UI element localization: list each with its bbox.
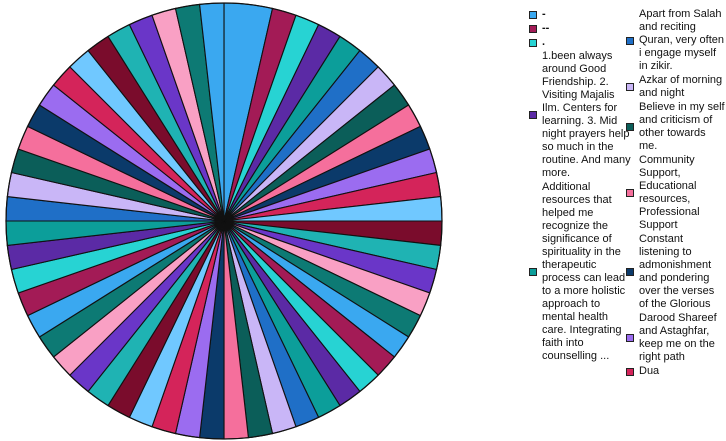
legend-item: Community Support, Educational resources… — [626, 154, 726, 232]
pie-chart — [5, 2, 443, 440]
legend-label: . — [542, 36, 546, 48]
legend-item: Additional resources that helped me reco… — [529, 181, 631, 363]
legend-label: 1.been always around Good Friendship. 2.… — [542, 50, 631, 179]
legend-swatch — [626, 37, 634, 45]
legend-swatch — [529, 268, 537, 276]
legend-item: - — [529, 8, 631, 21]
legend-swatch — [626, 83, 634, 91]
legend-label: Azkar of morning and night — [639, 74, 723, 99]
legend-label: Community Support, Educational resources… — [639, 154, 700, 231]
legend-swatch — [529, 11, 537, 19]
legend-item: Apart from Salah and reciting Quran, ver… — [626, 8, 726, 73]
legend-swatch — [626, 368, 634, 376]
legend-swatch — [626, 268, 634, 276]
legend-label: Constant listening to admonishment and p… — [639, 233, 715, 310]
legend-item: Constant listening to admonishment and p… — [626, 233, 726, 311]
legend-item: -- — [529, 22, 631, 35]
legend-label: Dua — [639, 365, 660, 377]
legend-swatch — [626, 189, 634, 197]
legend-column-2: Apart from Salah and reciting Quran, ver… — [626, 8, 726, 379]
legend-swatch — [626, 334, 634, 342]
legend-swatch — [529, 25, 537, 33]
legend-swatch — [626, 123, 634, 131]
legend-swatch — [529, 111, 537, 119]
legend-column-1: - --. 1.been always around Good Friendship… — [529, 8, 631, 364]
legend-label: Darood Shareef and Astaghfar, keep me on… — [639, 312, 717, 363]
legend-item: Dua — [626, 365, 726, 378]
legend-label: Apart from Salah and reciting Quran, ver… — [639, 8, 724, 72]
legend-item: 1.been always around Good Friendship. 2.… — [529, 50, 631, 180]
legend-label: Believe in my self and criticism of othe… — [639, 101, 725, 152]
legend-label: - — [542, 8, 546, 20]
legend-item: Azkar of morning and night — [626, 74, 726, 100]
legend-item: Darood Shareef and Astaghfar, keep me on… — [626, 312, 726, 364]
legend-label: Additional resources that helped me reco… — [542, 181, 626, 362]
legend-item: Believe in my self and criticism of othe… — [626, 101, 726, 153]
legend-swatch — [529, 39, 537, 47]
legend-item: . — [529, 36, 631, 49]
pie-outline — [5, 2, 443, 440]
legend-label: -- — [542, 22, 550, 34]
